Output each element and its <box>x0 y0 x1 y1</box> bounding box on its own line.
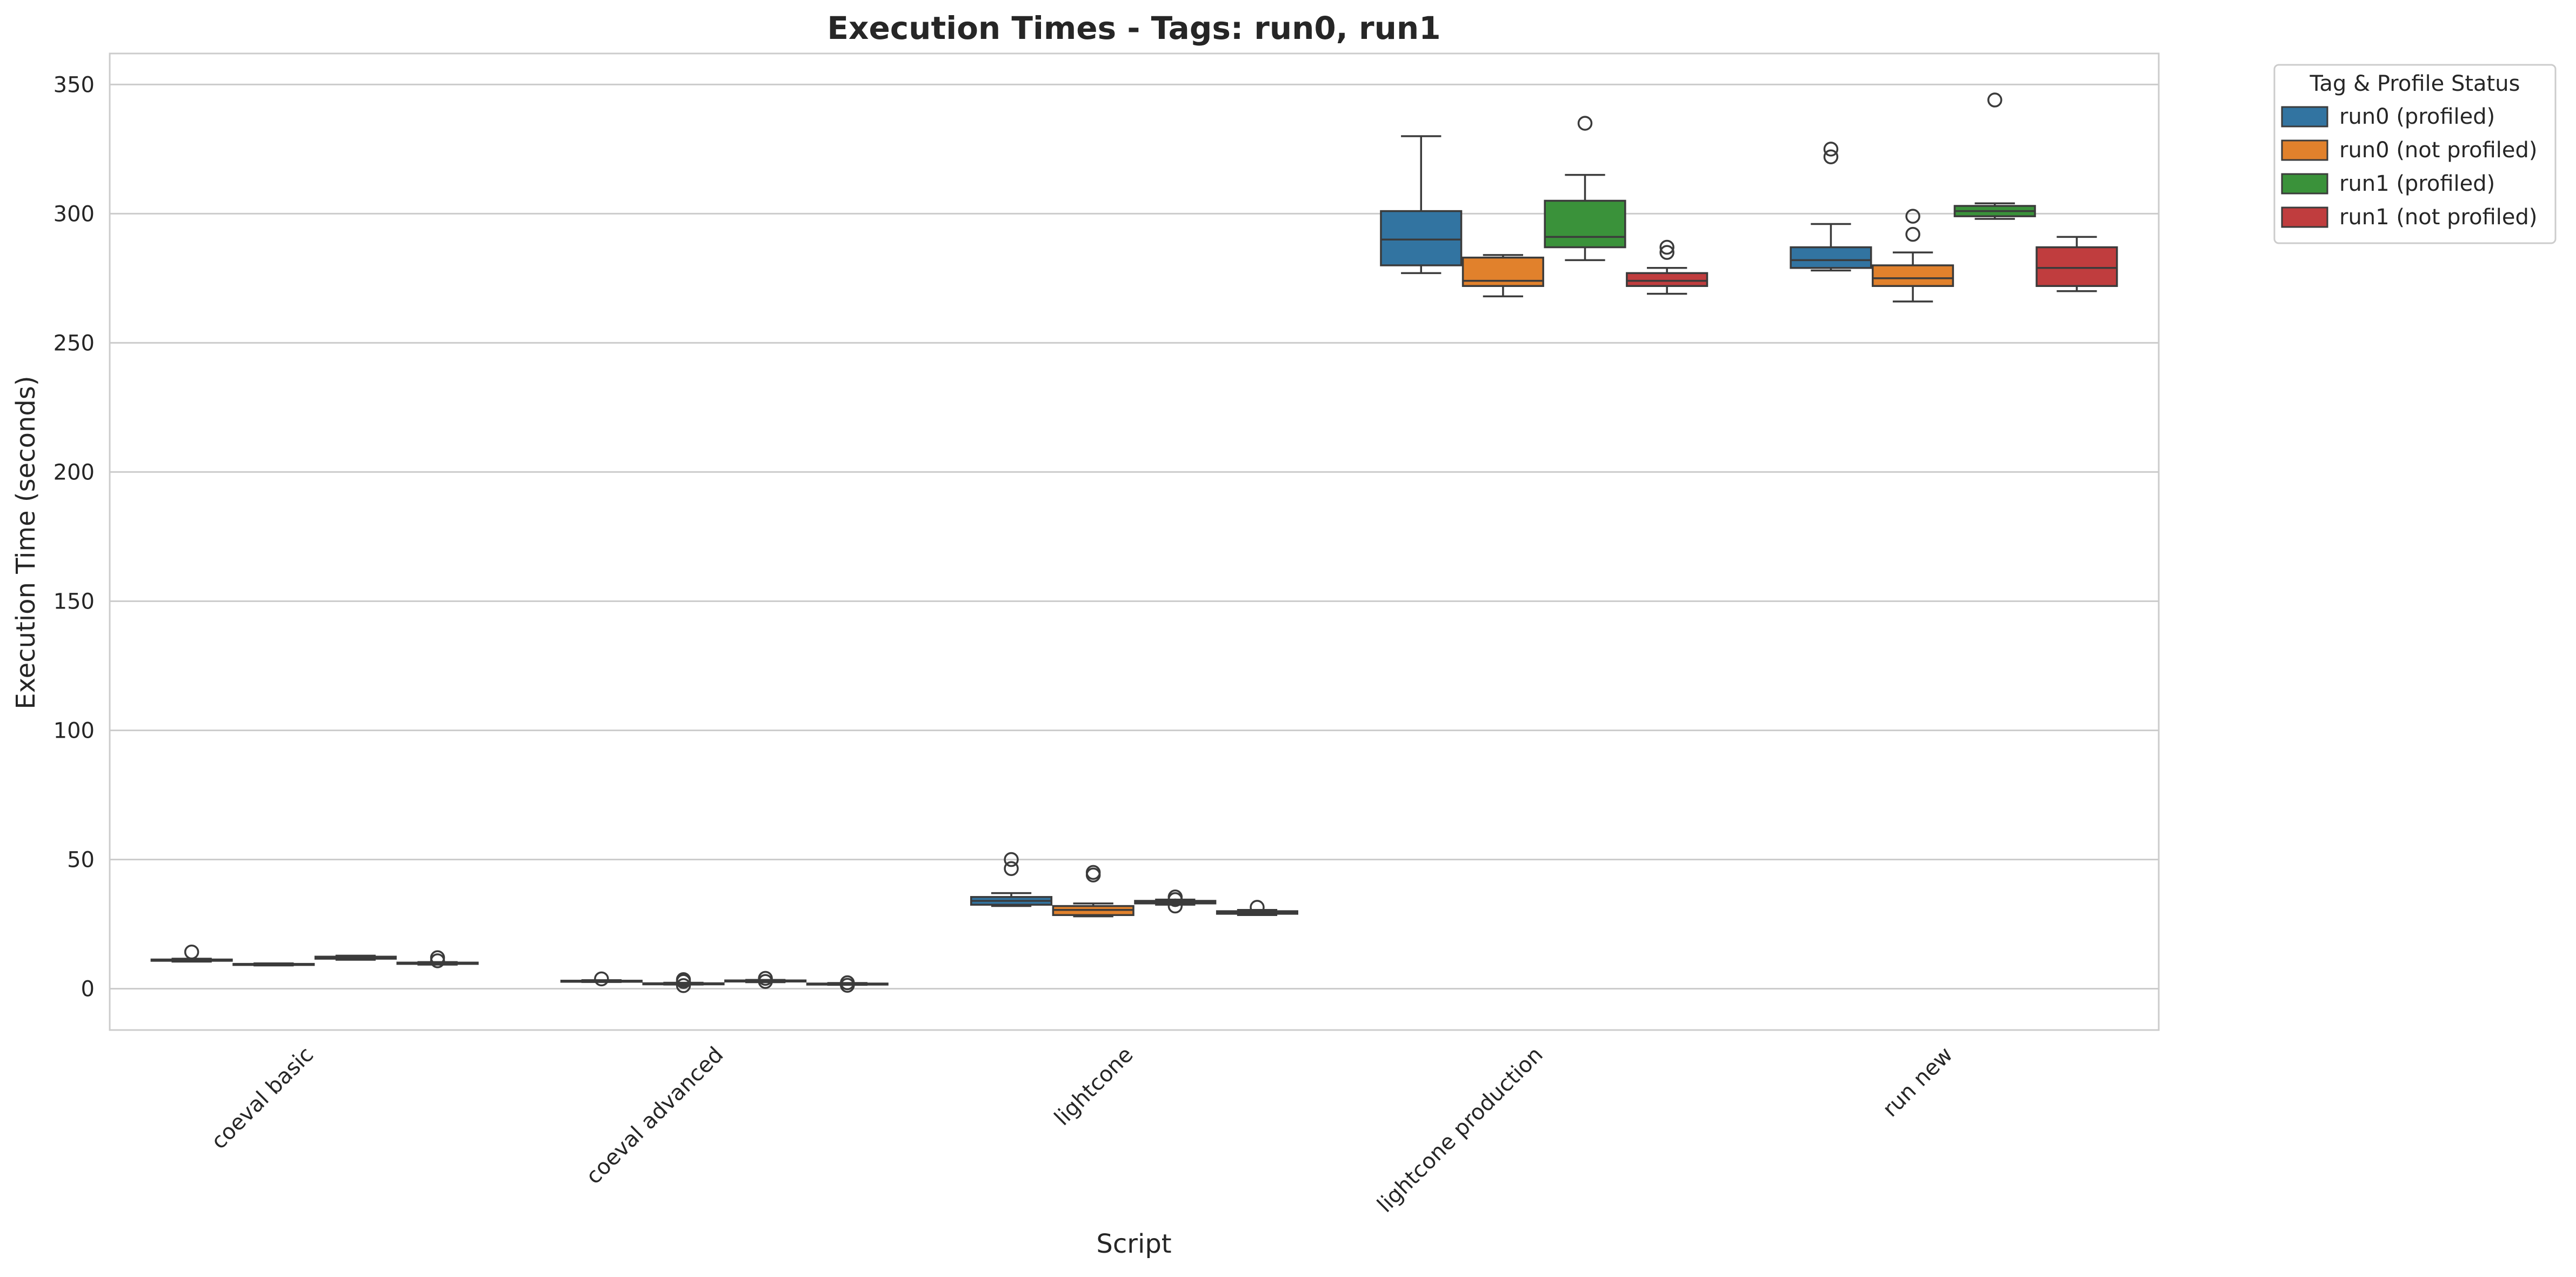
outlier-point <box>1167 898 1183 914</box>
box-plot <box>1134 890 1217 914</box>
box-iqr <box>1872 264 1954 287</box>
outlier-point <box>676 978 691 993</box>
legend-label: run0 (profiled) <box>2339 104 2495 129</box>
legend-label: run1 (profiled) <box>2339 171 2495 196</box>
legend-title: Tag & Profile Status <box>2310 71 2520 96</box>
box-plot <box>1953 92 2036 220</box>
y-tick-label: 350 <box>54 72 95 97</box>
box-plot <box>1790 142 1872 272</box>
box-plot <box>560 971 643 987</box>
box-plot <box>970 852 1053 907</box>
outlier-point <box>1004 852 1019 867</box>
outlier-point <box>430 950 445 965</box>
box-plot <box>642 972 725 993</box>
outlier-point <box>840 975 855 991</box>
box-iqr <box>1544 199 1626 249</box>
box-plot <box>1544 116 1626 262</box>
chart-title: Execution Times - Tags: run0, run1 <box>827 10 1440 46</box>
box-plot <box>1461 254 1544 298</box>
legend-swatch <box>2281 173 2328 195</box>
box-plot <box>2036 236 2118 292</box>
box-plot <box>1872 209 1954 303</box>
box-plot <box>724 971 807 989</box>
y-tick-label: 50 <box>67 847 95 872</box>
box-plot <box>806 975 889 993</box>
y-tick-label: 250 <box>54 331 95 356</box>
outlier-point <box>184 944 199 960</box>
legend: Tag & Profile Status run0 (profiled) run0 … <box>2273 64 2557 244</box>
box-plot <box>396 950 479 968</box>
legend-label: run1 (not profiled) <box>2339 205 2537 230</box>
box-plot <box>1052 865 1134 918</box>
legend-swatch <box>2281 106 2328 128</box>
box-iqr <box>1380 210 1463 266</box>
legend-swatch <box>2281 206 2328 228</box>
y-tick-label: 0 <box>81 977 95 1002</box>
outlier-point <box>1250 900 1265 915</box>
gridlines <box>110 83 2159 990</box>
box-plot <box>314 954 397 961</box>
box-plot <box>1380 135 1463 275</box>
outlier-point <box>1577 116 1593 131</box>
outlier-point <box>1905 226 1920 242</box>
outlier-point <box>1085 865 1101 880</box>
box-iqr <box>1626 272 1709 287</box>
legend-frame <box>2273 64 2557 244</box>
outlier-point <box>1905 209 1920 224</box>
box-plot <box>150 944 233 963</box>
box-plot <box>1216 900 1299 917</box>
outlier-point <box>1987 92 2003 108</box>
outlier-point <box>594 971 609 987</box>
box-plot <box>232 962 315 967</box>
outlier-point <box>1823 142 1839 157</box>
outlier-point <box>1004 861 1019 876</box>
outlier-point <box>758 971 773 986</box>
plot-frame <box>109 52 2160 1031</box>
y-tick-label: 100 <box>54 718 95 743</box>
y-axis-label: Execution Time (seconds) <box>11 376 41 709</box>
outlier-point <box>1659 245 1674 260</box>
box-plot <box>1626 239 1709 295</box>
y-tick-label: 200 <box>54 460 95 485</box>
box-iqr <box>1790 246 1872 269</box>
y-tick-label: 150 <box>54 589 95 614</box>
outlier-point <box>1659 239 1674 255</box>
outlier-point <box>676 972 691 987</box>
legend-label: run0 (not profiled) <box>2339 138 2537 163</box>
plot-area <box>150 92 2118 993</box>
legend-swatch <box>2281 139 2328 161</box>
outlier-point <box>1823 149 1839 164</box>
box-iqr <box>2036 246 2118 287</box>
x-axis-label: Script <box>1096 1229 1171 1259</box>
y-tick-label: 300 <box>54 202 95 226</box>
outlier-point <box>1167 890 1183 905</box>
